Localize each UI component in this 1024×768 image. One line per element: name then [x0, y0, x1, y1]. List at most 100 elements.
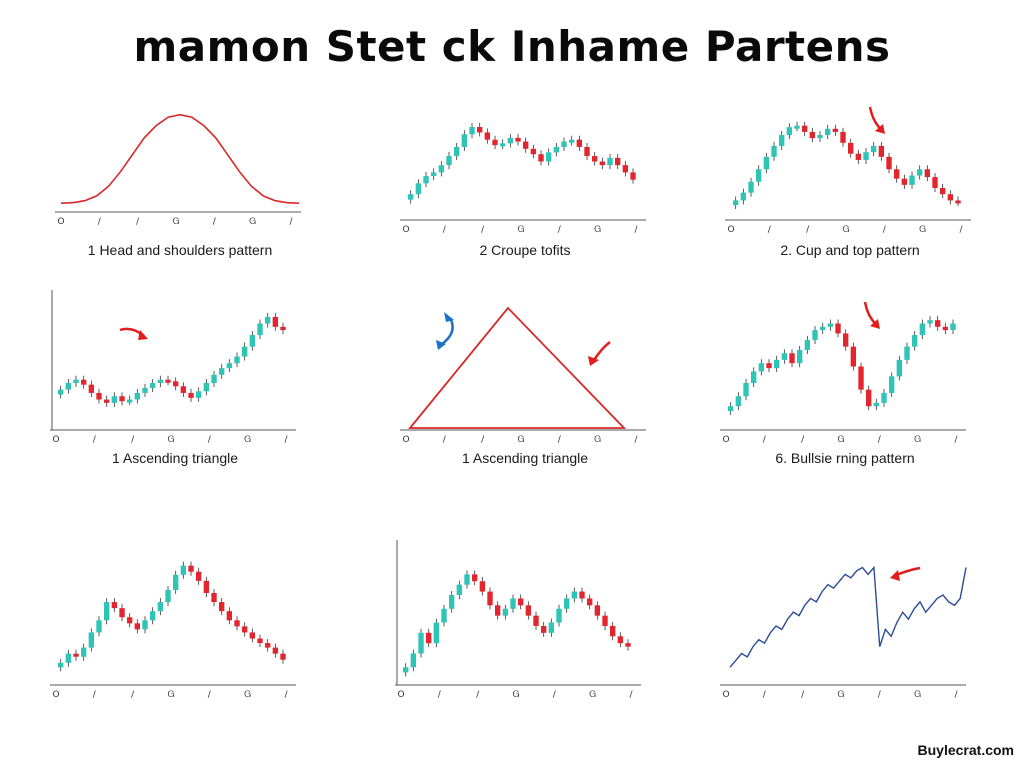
candle-bull: [502, 608, 509, 616]
candle-bear: [249, 632, 256, 639]
chart-panel-p1: O / / Ꮐ / Ꮐ / 1 Head and shoulders pattern: [55, 100, 305, 300]
candle-bull: [912, 335, 918, 347]
candle-bear: [226, 611, 233, 621]
candle-bull: [607, 157, 613, 166]
candle-bear: [525, 605, 532, 616]
x-tick-label: O: [402, 435, 409, 445]
candle-bear: [81, 379, 87, 385]
candle-bull: [740, 192, 747, 201]
candle-bull: [157, 602, 164, 612]
chart-svg: O / / Ꮐ / Ꮐ /: [50, 290, 296, 445]
x-tick-label: /: [878, 435, 882, 445]
candle-bear: [789, 353, 795, 364]
candle-bull: [500, 143, 506, 147]
candle-bull: [927, 320, 933, 324]
candle-bear: [617, 636, 624, 644]
candle-bear: [472, 574, 478, 582]
candle-bull: [917, 169, 923, 176]
x-tick-label: O: [722, 435, 729, 445]
page-title: mamon Stet ck Inhame Partens: [133, 22, 891, 71]
x-tick-label: /: [763, 690, 767, 700]
candle-bear: [515, 137, 521, 142]
candle-bull: [157, 379, 164, 384]
x-tick-label: Ꮐ: [594, 225, 601, 235]
candle-bull: [249, 335, 256, 347]
chart-caption: 1 Ascending triangle: [111, 450, 239, 466]
candle-bear: [530, 148, 537, 155]
candle-bull: [950, 323, 956, 331]
x-tick-label: O: [52, 690, 59, 700]
chart-svg: O / / Ꮐ / Ꮐ /: [720, 301, 966, 445]
candle-bear: [479, 581, 486, 592]
candle-bull: [881, 392, 887, 403]
candle-bear: [579, 591, 585, 599]
candle-bear: [866, 389, 872, 407]
chart-caption: 2. Cup and top pattern: [780, 242, 920, 258]
candle-bull: [748, 181, 754, 193]
x-tick-label: Ꮐ: [838, 690, 845, 700]
candle-bull: [96, 620, 102, 633]
x-tick-label: /: [629, 690, 633, 700]
x-tick-label: /: [954, 435, 958, 445]
candle-bear: [188, 565, 194, 572]
candle-bull: [441, 608, 447, 623]
candle-bear: [180, 386, 187, 393]
chart-panel-p2: O / / Ꮐ / Ꮐ / 2 Croupe tofits: [400, 100, 650, 300]
x-tick-label: Ꮐ: [244, 435, 251, 445]
candle-bull: [111, 396, 118, 403]
candle-bull: [561, 141, 567, 147]
candle-bear: [426, 632, 432, 644]
x-tick-label: Ꮐ: [168, 690, 175, 700]
candle-bear: [942, 326, 949, 331]
candle-bull: [553, 146, 560, 153]
candle-bear: [538, 154, 544, 162]
candle-bull: [763, 156, 770, 170]
x-tick-label: /: [763, 435, 767, 445]
x-tick-label: /: [883, 225, 887, 235]
candle-bull: [433, 622, 440, 644]
candle-bear: [104, 399, 110, 403]
candle-bull: [257, 323, 263, 336]
x-tick-label: /: [213, 217, 217, 227]
candle-bull: [548, 622, 555, 633]
candle-bear: [932, 177, 938, 188]
x-tick-label: Ꮐ: [244, 690, 251, 700]
chart-panel-p4: O / / Ꮐ / Ꮐ / 1 Ascending triangle: [50, 290, 300, 500]
x-tick-label: /: [284, 690, 288, 700]
candle-bull: [142, 387, 148, 393]
candle-bull: [265, 316, 271, 324]
candle-bull: [449, 595, 455, 609]
candle-bear: [924, 169, 931, 178]
candle-bull: [735, 396, 742, 407]
x-tick-label: O: [727, 225, 734, 235]
candle-bull: [461, 134, 468, 147]
candle-bull: [564, 598, 570, 609]
candle-bear: [257, 638, 263, 644]
candle-bull: [58, 662, 64, 668]
x-tick-label: /: [801, 690, 805, 700]
chart-panel-p9: O / / Ꮐ / Ꮐ /: [720, 545, 970, 745]
series-line: [729, 565, 967, 668]
x-tick-label: Ꮐ: [513, 690, 520, 700]
x-tick-label: /: [553, 690, 557, 700]
candle-bull: [469, 126, 475, 135]
candle-bear: [203, 580, 210, 593]
x-tick-label: /: [136, 217, 140, 227]
x-tick-label: O: [722, 690, 729, 700]
candle-bear: [523, 141, 529, 149]
candle-bull: [743, 383, 749, 397]
candle-bear: [602, 615, 608, 626]
candle-bear: [219, 602, 225, 612]
x-tick-label: /: [131, 690, 135, 700]
chart-panel-p3: O / / Ꮐ / Ꮐ / 2. Cup and top pattern: [725, 100, 975, 300]
candle-bull: [779, 135, 785, 146]
candle-bull: [219, 368, 225, 375]
candle-bull: [65, 653, 72, 663]
x-tick-label: O: [52, 435, 59, 445]
x-tick-label: /: [131, 435, 135, 445]
candle-bull: [88, 632, 95, 648]
candle-bull: [896, 359, 903, 377]
candle-bear: [622, 165, 629, 173]
candle-bear: [242, 626, 248, 633]
candle-bull: [510, 598, 516, 609]
